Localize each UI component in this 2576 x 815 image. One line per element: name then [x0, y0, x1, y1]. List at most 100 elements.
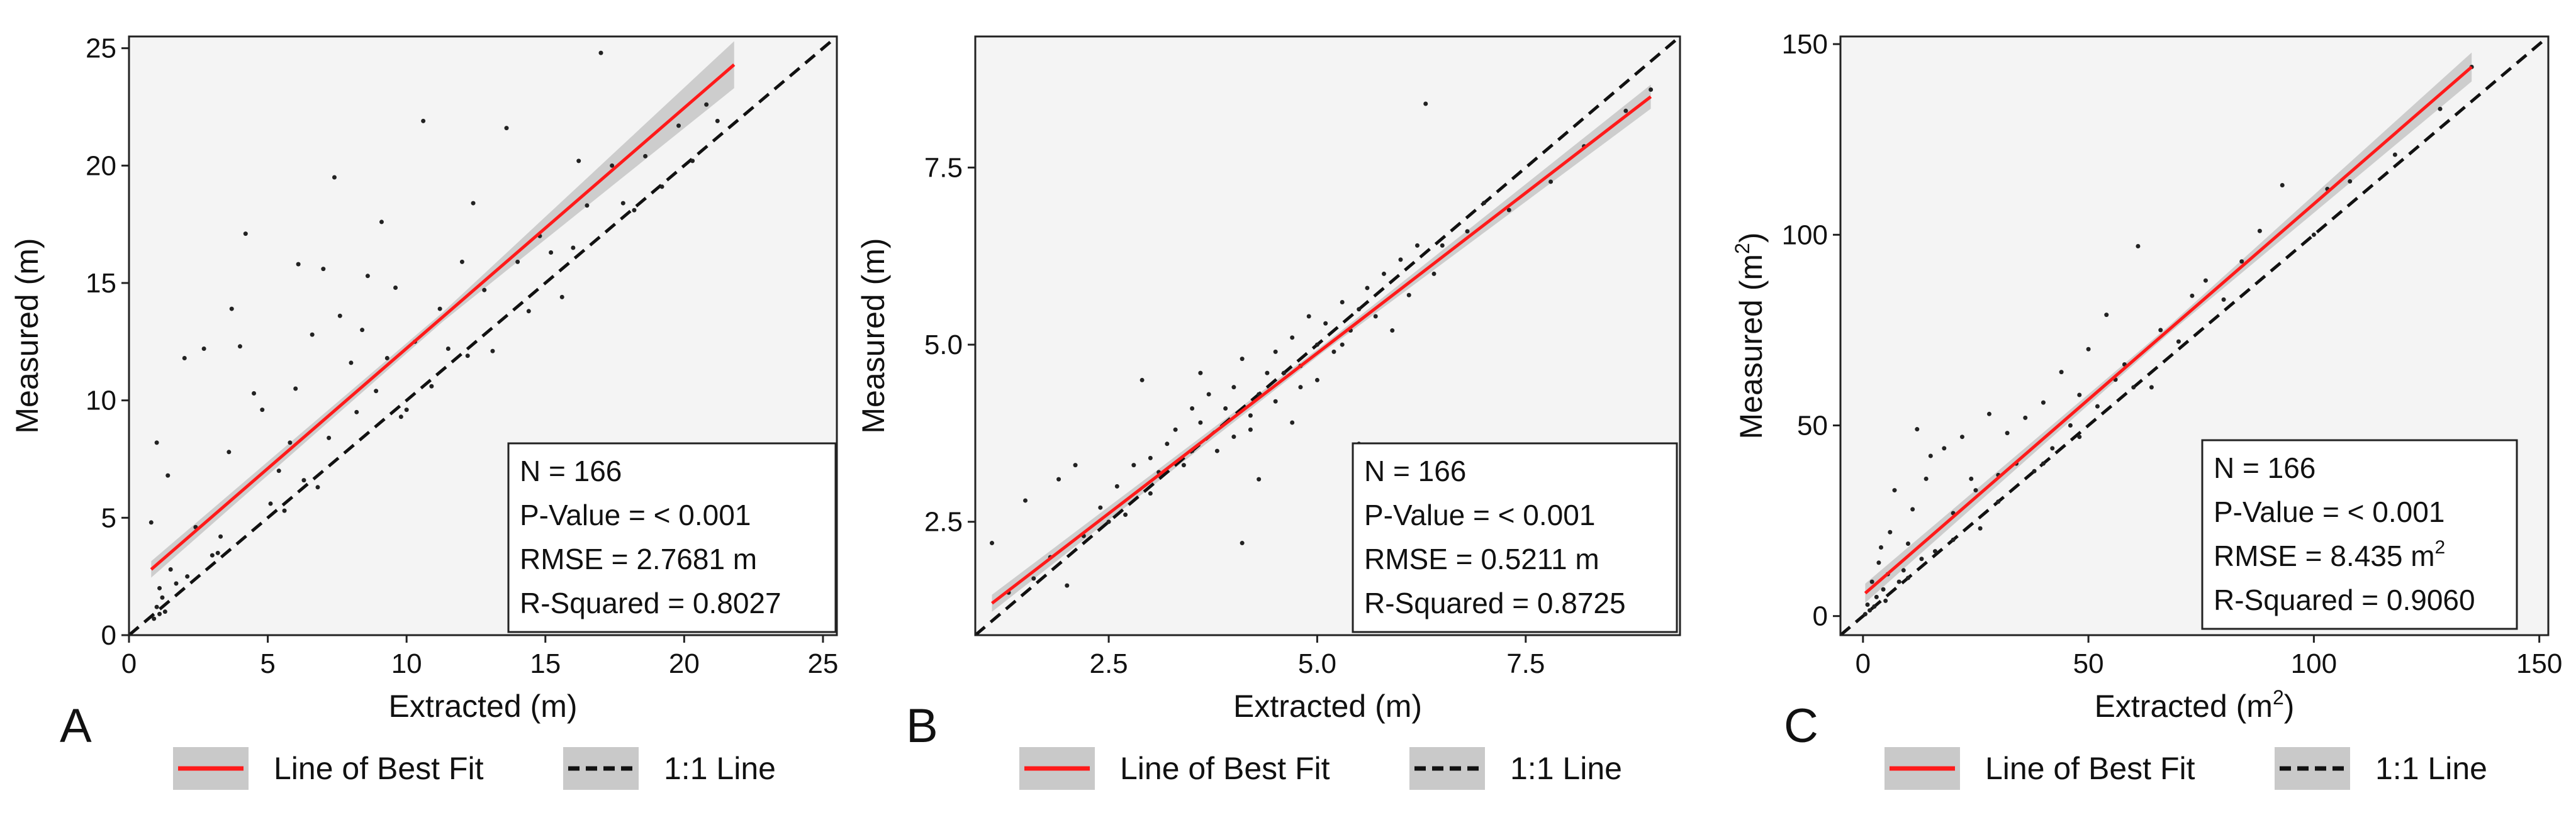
data-point	[2311, 232, 2316, 237]
data-point	[2131, 385, 2136, 390]
data-point	[620, 201, 625, 206]
x-tick-label: 50	[2073, 648, 2104, 679]
data-point	[310, 332, 315, 337]
data-point	[374, 389, 379, 394]
data-point	[252, 391, 257, 396]
data-point	[2280, 182, 2285, 187]
data-point	[2050, 446, 2055, 451]
y-tick-label: 0	[1813, 601, 1828, 632]
data-point	[243, 231, 248, 236]
data-point	[1896, 579, 1901, 584]
best-fit-line	[990, 95, 1652, 605]
data-point	[2136, 244, 2141, 249]
data-point	[459, 259, 464, 264]
data-point	[1928, 453, 1933, 458]
data-point	[1056, 477, 1061, 482]
data-point	[227, 450, 232, 455]
stat-n: N = 166	[520, 455, 622, 487]
data-point	[1314, 377, 1319, 382]
y-tick-label: 2.5	[924, 507, 963, 538]
data-point	[2086, 347, 2091, 352]
data-point	[301, 478, 306, 483]
data-point	[2190, 293, 2195, 298]
data-point	[2257, 228, 2262, 233]
data-point	[1423, 101, 1428, 106]
data-point	[162, 609, 167, 614]
data-point	[1231, 385, 1236, 390]
data-point	[421, 118, 426, 123]
data-point	[157, 585, 162, 590]
data-point	[1868, 608, 1873, 613]
plot-frame	[128, 35, 838, 636]
x-tick-label: 7.5	[1506, 648, 1545, 679]
data-point	[1206, 392, 1211, 397]
data-point	[1924, 476, 1929, 481]
x-tick-label: 25	[807, 648, 838, 679]
one-to-one-line	[975, 36, 1680, 635]
data-point	[1996, 499, 2001, 504]
legend-fit-label: Line of Best Fit	[1120, 751, 1330, 786]
data-point	[2176, 339, 2181, 344]
data-point	[148, 520, 154, 525]
y-tick-label: 50	[1797, 410, 1828, 441]
data-point	[585, 203, 590, 208]
data-point	[237, 344, 242, 349]
data-point	[471, 201, 476, 206]
data-point	[1148, 455, 1153, 460]
data-point	[1869, 579, 1874, 584]
data-point	[337, 313, 342, 318]
panel-b: 2.5 5.0 7.5 2.5 5.0 7.5 Extracted (m) Measured …	[856, 35, 1681, 790]
data-point	[1290, 420, 1295, 425]
data-point	[1973, 488, 1978, 493]
data-point	[1131, 463, 1136, 468]
data-point	[490, 348, 495, 353]
data-point	[1106, 519, 1111, 524]
data-point	[1323, 321, 1328, 326]
plot-area	[1840, 36, 2548, 635]
legend-fit-label: Line of Best Fit	[274, 751, 484, 786]
y-axis-label: Measured (m2)	[1731, 233, 1769, 440]
data-point	[1883, 598, 1888, 603]
data-point	[1273, 399, 1278, 404]
data-point	[1390, 328, 1395, 333]
stat-rmse-superscript: 2	[2435, 537, 2446, 558]
data-point	[1932, 549, 1937, 554]
data-point	[2104, 313, 2109, 318]
data-point	[154, 440, 159, 445]
data-point	[1862, 612, 1868, 617]
data-point	[404, 408, 409, 413]
panel-letter: C	[1784, 699, 1818, 753]
data-point	[384, 355, 389, 360]
data-point	[296, 262, 301, 267]
data-point	[379, 219, 384, 225]
data-point	[1892, 488, 1897, 493]
data-point	[154, 604, 159, 609]
y-tick-label: 15	[86, 268, 116, 299]
data-point	[1365, 286, 1370, 291]
data-point	[349, 360, 354, 365]
data-point	[1298, 385, 1303, 390]
data-point	[1915, 427, 1920, 432]
y-axis-label-text: Measured (m)	[856, 238, 891, 433]
data-point	[152, 616, 157, 621]
data-point	[327, 435, 332, 440]
data-point	[2023, 415, 2028, 420]
y-tick-label: 20	[86, 150, 116, 181]
one-to-one-line	[129, 36, 837, 635]
data-point	[168, 567, 173, 572]
data-point	[1878, 545, 1883, 550]
plot-frame	[1839, 35, 2550, 636]
data-point	[632, 208, 637, 213]
data-point	[332, 175, 337, 180]
stat-rmse: RMSE = 0.5211 m	[1364, 543, 1599, 575]
data-point	[1373, 314, 1378, 319]
data-point	[1431, 271, 1436, 276]
data-point	[218, 534, 223, 539]
legend-one-to-one-label: 1:1 Line	[664, 751, 776, 786]
data-point	[360, 328, 365, 333]
legend-one-to-one-label: 1:1 Line	[2375, 751, 2487, 786]
data-point	[1905, 541, 1910, 546]
data-point	[549, 250, 554, 255]
data-point	[1214, 448, 1219, 453]
data-point	[1872, 604, 1877, 609]
